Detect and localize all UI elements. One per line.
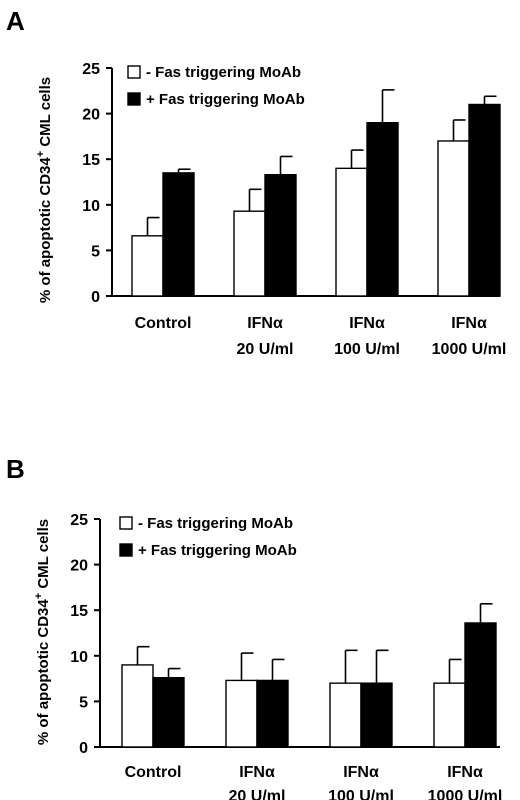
y-tick-label: 5 xyxy=(91,243,100,260)
category-label: IFNα xyxy=(447,764,483,781)
bar xyxy=(464,622,497,748)
legend-swatch xyxy=(119,516,133,530)
legend-label: - Fas triggering MoAb xyxy=(146,64,301,81)
y-tick-label: 0 xyxy=(79,740,88,757)
panel-letter: A xyxy=(6,6,25,36)
category-label: IFNα xyxy=(451,315,487,332)
y-axis-label: % of apoptotic CD34+ CML cells xyxy=(33,519,52,745)
legend-label: + Fas triggering MoAb xyxy=(138,542,297,559)
category-label: Control xyxy=(135,315,192,332)
bar xyxy=(256,679,289,748)
y-tick-label: 25 xyxy=(82,61,100,78)
y-tick-label: 10 xyxy=(82,198,100,215)
category-sublabel: 20 U/ml xyxy=(229,788,286,800)
y-tick-label: 10 xyxy=(70,649,88,666)
category-sublabel: 1000 U/ml xyxy=(432,341,507,358)
category-sublabel: 20 U/ml xyxy=(237,341,294,358)
legend-label: + Fas triggering MoAb xyxy=(146,91,305,108)
category-label: IFNα xyxy=(343,764,379,781)
panel-b: B % of apoptotic CD34+ CML cells 0 5 10 15 20 2… xyxy=(6,454,502,800)
category-sublabel: 100 U/ml xyxy=(334,341,400,358)
bar xyxy=(329,682,362,748)
y-tick-label: 5 xyxy=(79,694,88,711)
bar xyxy=(437,140,470,297)
y-tick-label: 15 xyxy=(82,152,100,169)
y-tick-label: 20 xyxy=(70,558,88,575)
bar xyxy=(131,235,164,297)
category-label: IFNα xyxy=(247,315,283,332)
panel-letter: B xyxy=(6,454,25,484)
y-tick-label: 15 xyxy=(70,603,88,620)
bar xyxy=(121,664,154,748)
bar xyxy=(225,679,258,748)
bar xyxy=(264,174,297,297)
legend-label: - Fas triggering MoAb xyxy=(138,515,293,532)
bar xyxy=(335,167,368,297)
y-tick-label: 0 xyxy=(91,289,100,306)
bar xyxy=(433,682,466,748)
bar xyxy=(162,172,195,297)
bar xyxy=(360,682,393,748)
legend-swatch xyxy=(119,543,133,557)
bar xyxy=(152,676,185,748)
bar xyxy=(233,210,266,297)
category-label: IFNα xyxy=(349,315,385,332)
category-sublabel: 1000 U/ml xyxy=(428,788,503,800)
legend-swatch xyxy=(127,92,141,106)
bar xyxy=(468,103,501,297)
panel-a: A % of apoptotic CD34+ CML cells 0 5 10 15 20 2… xyxy=(6,6,506,358)
category-label: Control xyxy=(125,764,182,781)
bar xyxy=(366,122,399,297)
legend-swatch xyxy=(127,65,141,79)
category-sublabel: 100 U/ml xyxy=(328,788,394,800)
category-label: IFNα xyxy=(239,764,275,781)
y-tick-label: 25 xyxy=(70,512,88,529)
y-axis-label: % of apoptotic CD34+ CML cells xyxy=(35,77,54,303)
y-tick-label: 20 xyxy=(82,107,100,124)
